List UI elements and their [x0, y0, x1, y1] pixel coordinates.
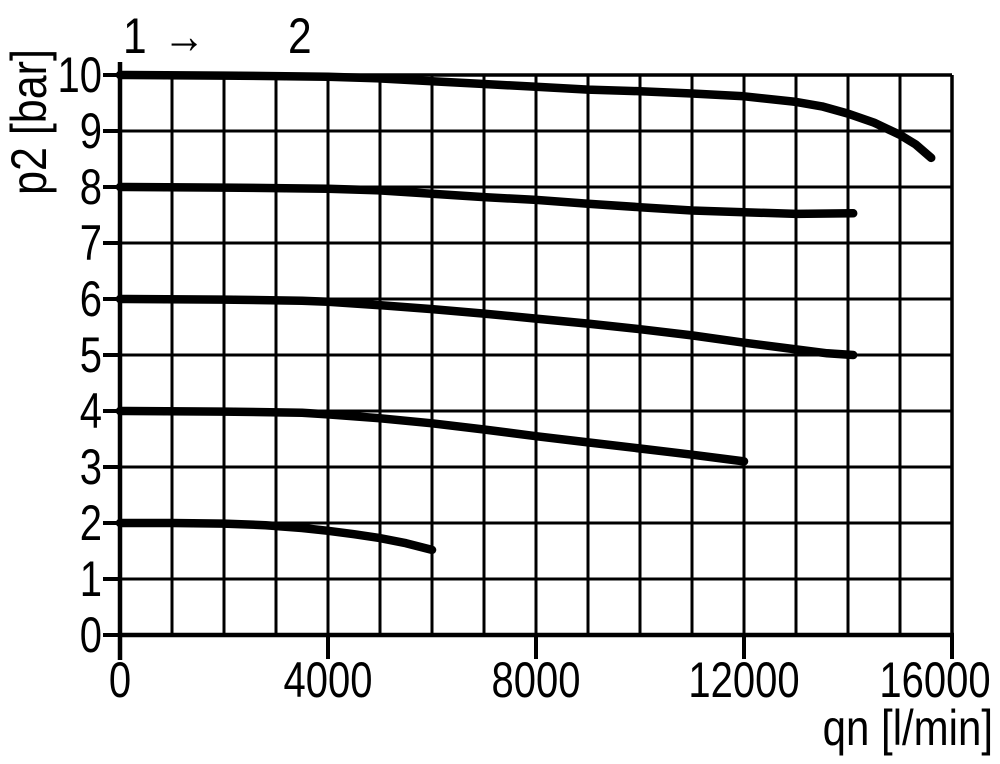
y-tick-label: 6 — [80, 271, 102, 327]
y-tick-label: 1 — [80, 551, 102, 607]
x-tick-label: 12000 — [688, 652, 799, 708]
flow-curve-inlet-10-bar-curve — [115, 70, 936, 163]
flow-curve-inlet-8-bar-curve — [115, 182, 858, 219]
x-axis-label: qn [l/min] — [823, 700, 993, 756]
x-tick-label: 0 — [109, 652, 131, 708]
chart-title-part: 2 — [288, 8, 312, 64]
y-tick-label: 7 — [80, 215, 102, 271]
x-tick-label: 8000 — [492, 652, 581, 708]
y-tick-label: 8 — [80, 159, 102, 215]
y-tick-label: 4 — [80, 383, 102, 439]
x-tick-label: 16000 — [879, 652, 990, 708]
y-tick-label: 3 — [80, 439, 102, 495]
y-axis-label: p2 [bar] — [1, 49, 57, 195]
chart-title-part: 1 — [123, 8, 147, 64]
y-tick-label: 9 — [80, 103, 102, 159]
flow-curve-inlet-6-bar-curve — [115, 294, 858, 360]
y-tick-label: 2 — [80, 495, 102, 551]
y-tick-label: 5 — [80, 327, 102, 383]
x-tick-label: 4000 — [284, 652, 373, 708]
y-tick-label: 10 — [58, 47, 102, 103]
flow-curve-inlet-2-bar-curve — [115, 518, 437, 555]
flow-curve-inlet-4-bar-curve — [115, 406, 749, 466]
title-arrow-icon: → — [163, 8, 205, 64]
y-tick-label: 0 — [80, 607, 102, 663]
